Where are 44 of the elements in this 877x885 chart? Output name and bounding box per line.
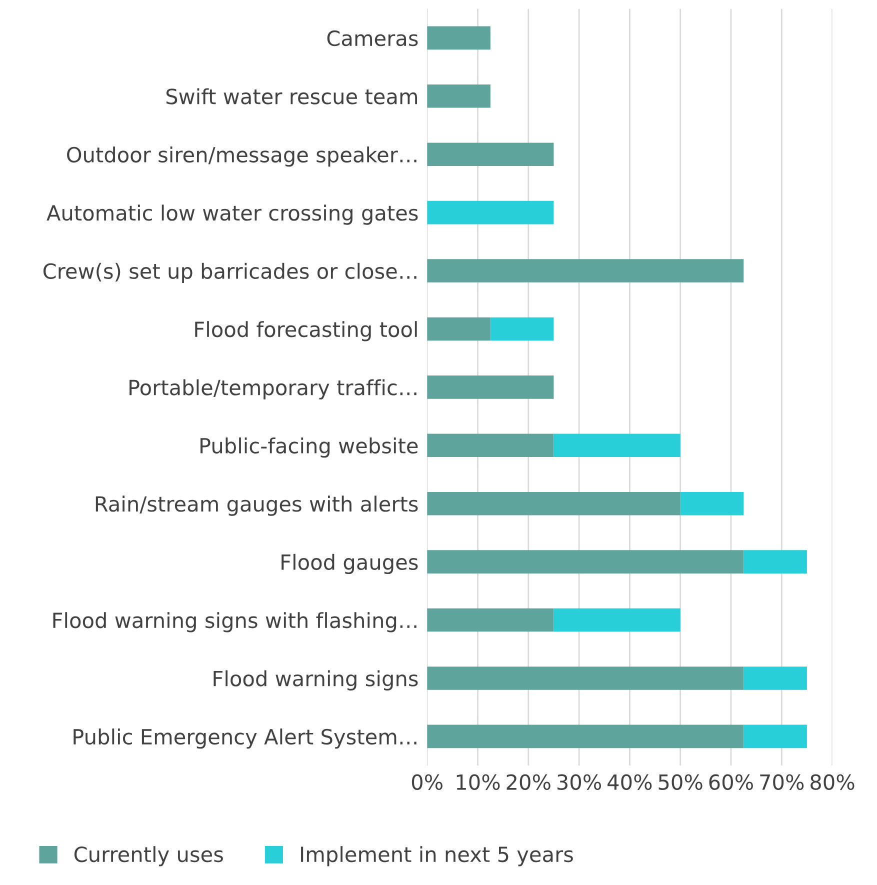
bar [427, 666, 744, 690]
y-tick-label: Public Emergency Alert System… [74, 728, 416, 749]
y-tick-label: Cameras [327, 30, 418, 46]
bar [427, 608, 554, 632]
bar [744, 724, 807, 748]
bar [427, 317, 490, 341]
bar [427, 84, 490, 108]
y-tick-label: Flood warning signs [214, 670, 418, 690]
x-tick-label: 20% [506, 774, 550, 790]
bar [427, 550, 744, 574]
x-tick-label: 60% [709, 774, 753, 790]
bar [744, 666, 807, 690]
bar [680, 492, 744, 516]
bar [554, 608, 680, 632]
y-tick-label: Portable/temporary traffic… [130, 379, 416, 400]
y-tick-label: Flood warning signs with flashing… [53, 612, 416, 632]
x-tick-label: 80% [810, 774, 854, 790]
x-tick-label: 10% [456, 774, 500, 790]
y-tick-label: Automatic low water crossing gates [46, 204, 418, 225]
x-tick-label: 0% [412, 774, 442, 790]
bar [427, 26, 490, 50]
y-tick-label: Public-facing website [200, 437, 418, 458]
x-tick-label: 50% [658, 774, 702, 790]
y-tick-label: Flood forecasting tool [195, 321, 417, 342]
y-tick-label: Flood gauges [282, 554, 418, 574]
bar [554, 434, 680, 458]
x-tick-label: 70% [760, 774, 804, 790]
bar [490, 317, 554, 341]
x-tick-label: 40% [608, 774, 652, 790]
y-tick-label: Swift water rescue team [166, 88, 418, 104]
x-tick-label: 30% [557, 774, 602, 790]
bar [427, 376, 554, 399]
y-tick-label: Crew(s) set up barricades or close… [43, 262, 416, 284]
legend-label: Currently uses [74, 846, 223, 866]
bar [427, 492, 680, 516]
bar [427, 724, 744, 748]
bar [427, 200, 554, 224]
y-tick-label: Rain/stream gauges with alerts [96, 496, 418, 516]
bar [427, 434, 554, 458]
bar [744, 550, 807, 574]
legend-label: Implement in next 5 years [301, 846, 573, 866]
bar [427, 142, 554, 166]
bar [427, 259, 744, 282]
y-tick-label: Outdoor siren/message speaker… [67, 146, 416, 167]
